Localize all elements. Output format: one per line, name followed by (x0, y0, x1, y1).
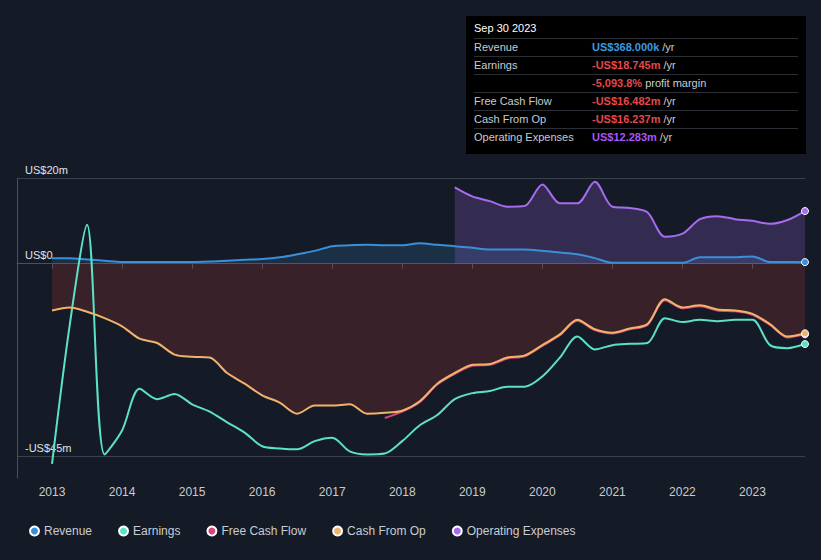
svg-text:Cash From Op: Cash From Op (347, 524, 426, 538)
svg-text:Free Cash Flow: Free Cash Flow (221, 524, 306, 538)
svg-text:2015: 2015 (179, 485, 206, 499)
svg-text:-US$45m: -US$45m (25, 442, 71, 454)
html-text:Cash From Op: Cash From Op (474, 113, 547, 125)
svg-text:Operating Expenses: Operating Expenses (467, 524, 576, 538)
html-text:Earnings: Earnings (474, 59, 518, 71)
html-text:US$368.000k /yr: US$368.000k /yr (592, 41, 675, 53)
svg-text:US$0: US$0 (25, 249, 53, 261)
html-text:-US$16.237m /yr: -US$16.237m /yr (592, 113, 676, 125)
svg-text:2020: 2020 (529, 485, 556, 499)
svg-text:US$20m: US$20m (25, 164, 68, 176)
svg-text:2019: 2019 (459, 485, 486, 499)
html-text:Sep 30 2023: Sep 30 2023 (474, 22, 537, 34)
svg-text:Revenue: Revenue (44, 524, 92, 538)
svg-text:2022: 2022 (669, 485, 696, 499)
html-text:Operating Expenses: Operating Expenses (474, 131, 574, 143)
svg-text:2014: 2014 (109, 485, 136, 499)
svg-text:2023: 2023 (739, 485, 766, 499)
svg-text:2017: 2017 (319, 485, 346, 499)
svg-text:Earnings: Earnings (133, 524, 180, 538)
html-text:US$12.283m /yr: US$12.283m /yr (592, 131, 673, 143)
html-text:-US$18.745m /yr: -US$18.745m /yr (592, 59, 676, 71)
html-text:-5,093.8% profit margin: -5,093.8% profit margin (592, 77, 707, 89)
svg-text:2018: 2018 (389, 485, 416, 499)
html-text:Free Cash Flow: Free Cash Flow (474, 95, 552, 107)
svg-text:2021: 2021 (599, 485, 626, 499)
svg-text:2013: 2013 (39, 485, 66, 499)
html-text:-US$16.482m /yr: -US$16.482m /yr (592, 95, 676, 107)
html-text:Revenue: Revenue (474, 41, 518, 53)
svg-text:2016: 2016 (249, 485, 276, 499)
